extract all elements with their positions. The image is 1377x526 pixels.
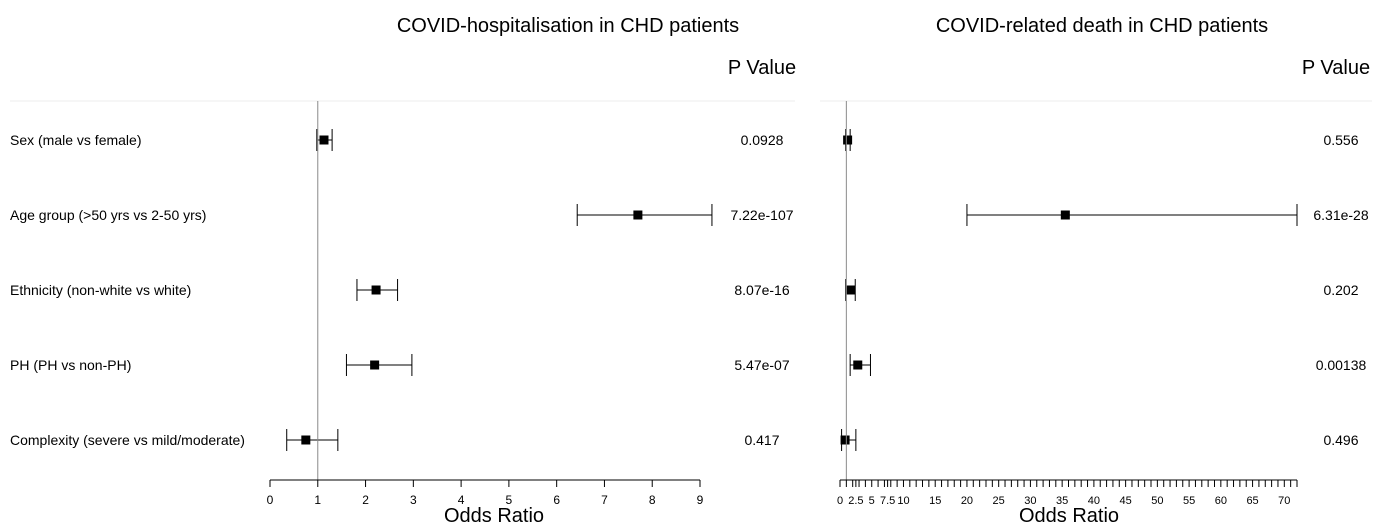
p-value: 6.31e-28 bbox=[1313, 207, 1368, 223]
x-axis-label: Odds Ratio bbox=[1019, 505, 1119, 526]
forest-row: 0.202 bbox=[845, 279, 1359, 301]
pvalue-header: P Value bbox=[728, 57, 796, 79]
odds-ratio-marker bbox=[319, 135, 329, 145]
x-tick-label: 40 bbox=[1088, 495, 1100, 507]
x-tick-label: 2.5 bbox=[848, 495, 863, 507]
forest-row: 0.00138 bbox=[849, 354, 1367, 376]
odds-ratio-marker bbox=[840, 435, 850, 445]
x-axis-ticks: 0 2.5 5 7.5 10 15 20 25 30 35 40 45 50 55 60 65 70 bbox=[837, 480, 1298, 507]
x-tick-label: 25 bbox=[993, 495, 1005, 507]
odds-ratio-marker bbox=[370, 360, 380, 370]
row-label: Sex (male vs female) bbox=[10, 132, 141, 148]
forest-row: 0.496 bbox=[840, 429, 1359, 451]
x-tick-label: 60 bbox=[1215, 495, 1227, 507]
odds-ratio-marker bbox=[1060, 210, 1070, 220]
odds-ratio-marker bbox=[371, 285, 381, 295]
odds-ratio-marker bbox=[853, 360, 863, 370]
forest-row: PH (PH vs non-PH) 5.47e-07 bbox=[10, 354, 790, 376]
pvalue-header: P Value bbox=[1302, 57, 1370, 79]
p-value: 5.47e-07 bbox=[734, 357, 789, 373]
panel-hospitalisation: COVID-hospitalisation in CHD patients P … bbox=[10, 15, 796, 526]
x-tick-label: 65 bbox=[1246, 495, 1258, 507]
p-value: 8.07e-16 bbox=[734, 282, 789, 298]
p-value: 0.496 bbox=[1323, 432, 1358, 448]
odds-ratio-marker bbox=[633, 210, 643, 220]
p-value: 0.417 bbox=[744, 432, 779, 448]
forest-row: Sex (male vs female) 0.0928 bbox=[10, 129, 784, 151]
x-tick-label: 20 bbox=[961, 495, 973, 507]
x-tick-label: 5 bbox=[869, 495, 875, 507]
x-tick-label: 45 bbox=[1120, 495, 1132, 507]
x-axis-label: Odds Ratio bbox=[444, 505, 544, 526]
x-tick-label: 7 bbox=[601, 493, 608, 507]
panel-title: COVID-related death in CHD patients bbox=[936, 15, 1268, 37]
rows-group: 0.556 6.31e-28 0.202 0.00138 0.496 bbox=[840, 129, 1369, 451]
x-tick-label: 3 bbox=[410, 493, 417, 507]
x-tick-label: 4 bbox=[458, 493, 465, 507]
panel-title: COVID-hospitalisation in CHD patients bbox=[397, 15, 739, 37]
x-tick-label: 9 bbox=[697, 493, 704, 507]
panel-death: COVID-related death in CHD patients P Va… bbox=[820, 15, 1372, 526]
x-axis-ticks: 0 1 2 3 4 5 6 7 8 9 bbox=[267, 480, 704, 507]
forest-row: Ethnicity (non-white vs white) 8.07e-16 bbox=[10, 279, 790, 301]
odds-ratio-marker bbox=[846, 285, 856, 295]
x-tick-label: 1 bbox=[314, 493, 321, 507]
x-tick-label: 6 bbox=[553, 493, 560, 507]
x-tick-label: 35 bbox=[1056, 495, 1068, 507]
row-label: PH (PH vs non-PH) bbox=[10, 357, 131, 373]
x-tick-label: 50 bbox=[1151, 495, 1163, 507]
x-tick-label: 15 bbox=[929, 495, 941, 507]
p-value: 0.556 bbox=[1323, 132, 1358, 148]
forest-row: 6.31e-28 bbox=[966, 204, 1369, 226]
x-tick-label: 2 bbox=[362, 493, 369, 507]
forest-row: Complexity (severe vs mild/moderate) 0.41… bbox=[10, 429, 780, 451]
x-tick-label: 5 bbox=[506, 493, 513, 507]
p-value: 0.00138 bbox=[1316, 357, 1367, 373]
row-label: Complexity (severe vs mild/moderate) bbox=[10, 432, 245, 448]
forest-row: Age group (>50 yrs vs 2-50 yrs) 7.22e-107 bbox=[10, 204, 794, 226]
row-label: Age group (>50 yrs vs 2-50 yrs) bbox=[10, 207, 206, 223]
x-tick-label: 0 bbox=[267, 493, 274, 507]
p-value: 0.202 bbox=[1323, 282, 1358, 298]
p-value: 0.0928 bbox=[741, 132, 784, 148]
odds-ratio-marker bbox=[301, 435, 311, 445]
x-tick-label: 55 bbox=[1183, 495, 1195, 507]
x-tick-label: 30 bbox=[1024, 495, 1036, 507]
p-value: 7.22e-107 bbox=[730, 207, 793, 223]
forest-row: 0.556 bbox=[843, 129, 1359, 151]
rows-group: Sex (male vs female) 0.0928 Age group (>50… bbox=[10, 129, 794, 451]
row-label: Ethnicity (non-white vs white) bbox=[10, 282, 191, 298]
x-tick-label: 7.5 bbox=[880, 495, 895, 507]
x-tick-label: 10 bbox=[897, 495, 909, 507]
x-tick-label: 8 bbox=[649, 493, 656, 507]
odds-ratio-marker bbox=[843, 135, 853, 145]
x-tick-label: 0 bbox=[837, 495, 843, 507]
x-tick-label: 70 bbox=[1278, 495, 1290, 507]
